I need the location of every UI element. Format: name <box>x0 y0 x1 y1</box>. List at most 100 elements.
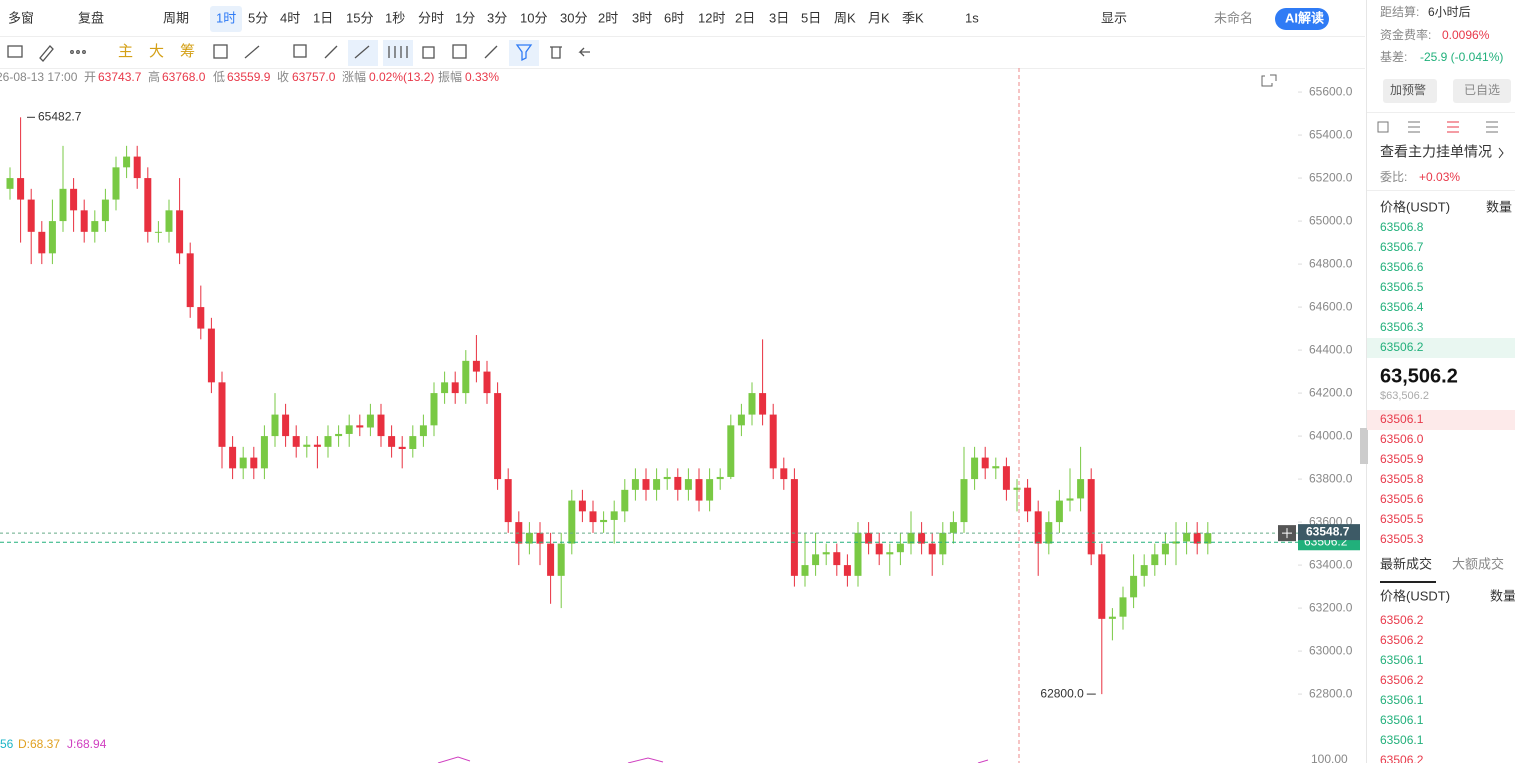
ohlc-info: 开 <box>84 70 96 84</box>
candle-body <box>260 436 268 469</box>
toolbar-item[interactable]: 季K <box>902 10 924 25</box>
candle-body <box>388 436 396 447</box>
candle-body <box>1066 498 1074 501</box>
candle-body <box>907 532 915 544</box>
bid-price: 63505.6 <box>1380 492 1424 506</box>
ohlc-info: 26-08-13 17:00 <box>0 70 78 84</box>
fav-button[interactable] <box>1453 79 1511 103</box>
y-tick-label: 63200.0 <box>1309 600 1353 614</box>
candle-body <box>112 167 120 200</box>
candle-body <box>1161 543 1169 555</box>
ask-price: 63506.3 <box>1380 320 1424 334</box>
candle-body <box>737 414 745 426</box>
toolbar-item[interactable]: 6时 <box>664 10 684 25</box>
candle-body <box>1087 479 1095 555</box>
fav-button[interactable]: 已自选 <box>1464 83 1500 97</box>
candle-body <box>17 178 25 200</box>
chevron <box>1498 147 1504 159</box>
toolbar-item[interactable]: 1s <box>965 10 979 25</box>
y-tick-label: 64800.0 <box>1309 256 1353 270</box>
candle-body <box>229 446 237 469</box>
toolbar-item[interactable]: 月K <box>868 10 890 25</box>
candle-body <box>133 156 141 179</box>
candle-body <box>631 479 639 490</box>
toolbar-item[interactable]: 5分 <box>248 10 268 25</box>
candle-body <box>27 199 35 232</box>
candle-body <box>101 199 109 222</box>
toolbar-item[interactable]: 1秒 <box>385 10 405 25</box>
toolbar-item[interactable]: 2日 <box>735 10 755 25</box>
indicator-button[interactable]: 大 <box>149 43 164 60</box>
candle-body <box>589 511 597 523</box>
ohlc-info: 收 <box>277 70 289 84</box>
toolbar-item[interactable]: 10分 <box>520 10 547 25</box>
candle-body <box>536 532 544 544</box>
alert-button[interactable] <box>1383 79 1437 103</box>
toolbar-item[interactable]: 15分 <box>346 10 373 25</box>
ohlc-info: 0.02%(13.2) <box>369 70 434 84</box>
tab[interactable]: 大额成交 <box>1452 556 1504 571</box>
candle-body <box>960 479 968 523</box>
indicator-button[interactable]: 筹 <box>180 43 195 60</box>
candle-body <box>939 532 947 555</box>
last-price: 63,506.2 <box>1380 365 1458 387</box>
active-period-bg <box>210 6 242 32</box>
candle-body <box>1098 554 1106 619</box>
candle-body <box>928 543 936 555</box>
toolbar-item[interactable]: 复盘 <box>78 10 104 25</box>
ohlc-info: 涨幅 <box>342 69 366 84</box>
y-tick-label: 64600.0 <box>1309 299 1353 313</box>
candle-body <box>886 552 894 555</box>
indicator-button[interactable]: 主 <box>118 43 133 60</box>
ask-price: 63506.4 <box>1380 300 1424 314</box>
trade-price: 63506.2 <box>1380 613 1424 627</box>
candle-body <box>653 479 661 490</box>
collapse-handle[interactable] <box>1360 428 1368 464</box>
toolbar-item[interactable]: 30分 <box>560 10 587 25</box>
candle-body <box>398 446 406 449</box>
toolbar-item[interactable]: 5日 <box>801 10 821 25</box>
toolbar-item[interactable]: AI解读 <box>1285 10 1324 25</box>
ohlc-info: 高 <box>148 69 160 84</box>
trade-price: 63506.2 <box>1380 753 1424 763</box>
toolbar-item[interactable]: 3分 <box>487 10 507 25</box>
toolbar-item[interactable]: 周K <box>834 10 856 25</box>
candle-body <box>1024 487 1032 512</box>
toolbar-item[interactable]: 1时 <box>216 10 236 25</box>
candle-body <box>239 457 247 469</box>
bid-price: 63506.1 <box>1380 412 1424 426</box>
orders-link[interactable]: 查看主力挂单情况 <box>1380 144 1492 160</box>
candle-body <box>409 436 417 449</box>
toolbar-item[interactable]: 1日 <box>313 10 333 25</box>
toolbar-item[interactable]: 分时 <box>418 10 444 25</box>
toolbar-item[interactable]: 1分 <box>455 10 475 25</box>
candle-body <box>695 479 703 501</box>
ai-button-bg[interactable] <box>1275 8 1329 30</box>
candle-body <box>207 328 215 383</box>
toolbar-item[interactable]: 未命名 <box>1214 10 1253 25</box>
y-tick-label: 62800.0 <box>1309 686 1353 700</box>
ohlc-info: 63757.0 <box>292 70 336 84</box>
toolbar-item[interactable]: 4时 <box>280 10 300 25</box>
ohlc-info: 63559.9 <box>227 70 271 84</box>
y-tick-label: 64000.0 <box>1309 428 1353 442</box>
toolbar-item[interactable]: 3日 <box>769 10 789 25</box>
alert-button[interactable]: 加预警 <box>1390 82 1426 97</box>
candle-body <box>462 360 470 394</box>
toolbar-item[interactable]: 2时 <box>598 10 618 25</box>
candle-body <box>684 479 692 490</box>
toolbar-item[interactable]: 显示 <box>1101 10 1127 25</box>
last-usd: $63,506.2 <box>1380 390 1429 402</box>
candle-body <box>282 414 290 437</box>
ask-price: 63506.5 <box>1380 280 1424 294</box>
ohlc-info: 低 <box>213 70 225 84</box>
toolbar-item[interactable]: 12时 <box>698 10 725 25</box>
candle-body <box>324 436 332 447</box>
toolbar-item[interactable]: 多窗 <box>8 10 34 25</box>
tab[interactable]: 最新成交 <box>1380 556 1432 571</box>
toolbar-item[interactable]: 周期 <box>163 10 189 25</box>
toolbar-item[interactable]: 3时 <box>632 10 652 25</box>
fullscreen-icon[interactable] <box>1261 74 1277 87</box>
candle-body <box>472 360 480 372</box>
candle-body <box>568 500 576 544</box>
